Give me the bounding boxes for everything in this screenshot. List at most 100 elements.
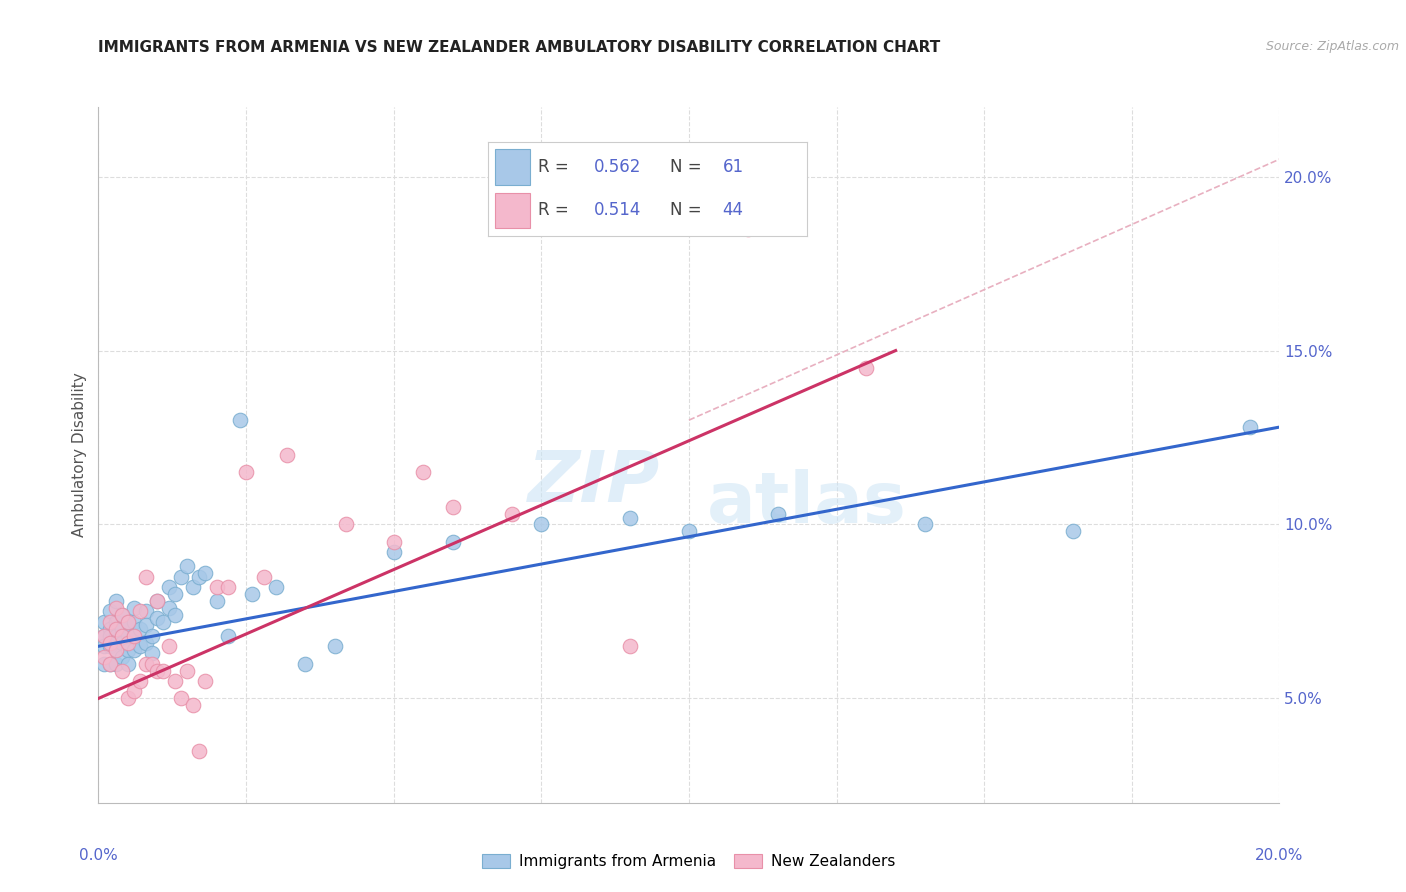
Point [122, 684, 145, 698]
Point [128, 674, 150, 689]
Point [128, 605, 150, 619]
Point [235, 466, 257, 480]
Point [441, 534, 464, 549]
Point [93, 639, 115, 653]
Point [170, 691, 193, 706]
Point [187, 570, 209, 584]
Point [135, 570, 157, 584]
Point [98, 639, 121, 653]
Text: atlas: atlas [707, 469, 907, 538]
Point [240, 587, 263, 601]
Point [135, 618, 157, 632]
Point [93, 629, 115, 643]
Point [117, 691, 139, 706]
Point [135, 605, 157, 619]
Point [105, 601, 128, 615]
Point [914, 517, 936, 532]
Point [530, 517, 553, 532]
Point [122, 629, 145, 643]
Point [170, 570, 193, 584]
Point [335, 517, 357, 532]
Point [93, 657, 115, 671]
Point [157, 601, 180, 615]
Text: 0.0%: 0.0% [79, 848, 118, 863]
Point [111, 607, 134, 622]
Point [146, 664, 169, 678]
Point [111, 629, 134, 643]
Point [128, 639, 150, 653]
Text: Source: ZipAtlas.com: Source: ZipAtlas.com [1265, 40, 1399, 54]
Point [93, 615, 115, 629]
Point [157, 580, 180, 594]
Point [122, 615, 145, 629]
Point [111, 622, 134, 636]
Point [111, 636, 134, 650]
Point [181, 580, 204, 594]
Point [105, 629, 128, 643]
Point [98, 636, 121, 650]
Point [619, 639, 641, 653]
Point [501, 507, 523, 521]
Point [1062, 524, 1084, 539]
Point [135, 657, 157, 671]
Point [217, 629, 239, 643]
Point [855, 361, 877, 376]
Point [98, 629, 121, 643]
Point [205, 594, 228, 608]
Point [105, 594, 128, 608]
Point [152, 615, 174, 629]
Point [141, 657, 163, 671]
Point [194, 674, 217, 689]
Point [105, 642, 128, 657]
Point [105, 615, 128, 629]
Point [117, 642, 139, 657]
Point [181, 698, 204, 713]
Point [117, 629, 139, 643]
Point [229, 413, 252, 427]
Point [264, 580, 287, 594]
Point [165, 587, 187, 601]
Point [98, 605, 121, 619]
Point [117, 657, 139, 671]
Point [253, 570, 276, 584]
Point [122, 629, 145, 643]
Point [111, 664, 134, 678]
Text: ZIP: ZIP [529, 449, 661, 517]
Point [276, 448, 298, 462]
Point [382, 545, 405, 559]
Point [165, 607, 187, 622]
Point [117, 615, 139, 629]
Point [111, 607, 134, 622]
Point [323, 639, 346, 653]
Point [176, 559, 198, 574]
Point [98, 615, 121, 629]
Text: IMMIGRANTS FROM ARMENIA VS NEW ZEALANDER AMBULATORY DISABILITY CORRELATION CHART: IMMIGRANTS FROM ARMENIA VS NEW ZEALANDER… [98, 40, 941, 55]
Point [141, 629, 163, 643]
Point [98, 657, 121, 671]
Point [737, 222, 759, 236]
Point [141, 646, 163, 660]
Point [294, 657, 316, 671]
Point [382, 534, 405, 549]
Point [412, 466, 434, 480]
Point [93, 649, 115, 664]
Point [176, 664, 198, 678]
Point [766, 507, 789, 521]
Y-axis label: Ambulatory Disability: Ambulatory Disability [72, 373, 87, 537]
Point [146, 611, 169, 625]
Point [111, 649, 134, 664]
Point [165, 674, 187, 689]
Point [194, 566, 217, 581]
Point [93, 629, 115, 643]
Point [441, 500, 464, 514]
Point [146, 594, 169, 608]
Point [217, 580, 239, 594]
Point [105, 622, 128, 636]
Point [98, 622, 121, 636]
Legend: Immigrants from Armenia, New Zealanders: Immigrants from Armenia, New Zealanders [477, 848, 901, 875]
Text: 20.0%: 20.0% [1256, 848, 1303, 863]
Point [117, 636, 139, 650]
Point [128, 622, 150, 636]
Point [678, 524, 700, 539]
Point [117, 615, 139, 629]
